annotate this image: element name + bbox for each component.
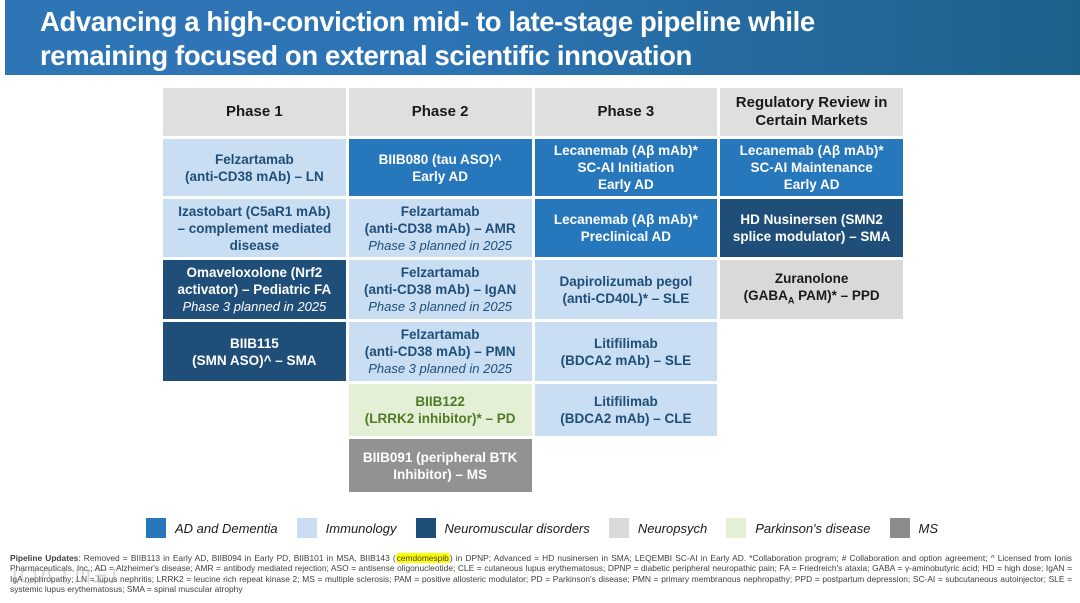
program-text-line: BIIB080 (tau ASO)^ [378, 151, 502, 167]
slide-title-line-2: remaining focused on external scientific… [40, 40, 692, 71]
program-text-line: Felzartamab [400, 327, 480, 342]
pipeline-program-cell: BIIB080 (tau ASO)^ Early AD [348, 139, 532, 196]
legend-color-swatch [296, 518, 317, 538]
program-text-line: Zuranolone [774, 270, 849, 286]
pipeline-program-cell: Felzartamab (anti-CD38 mAb) – PMN Phase 3 … [348, 322, 532, 381]
legend-color-swatch [889, 518, 910, 538]
footnote-text: ) in DPNP; Advanced = HD nusinersen in S… [10, 553, 1072, 594]
footnote-text: Pipeline Updates [10, 553, 79, 563]
program-text-line: Felzartamab [400, 203, 480, 219]
legend-item: Neuromuscular disorders [415, 518, 590, 538]
pipeline-program-cell: Litifilimab (BDCA2 mAb) – SLE [534, 322, 718, 381]
pipeline-program-cell: HD Nusinersen (SMN2 splice modulator) – S… [720, 199, 903, 257]
program-text-line: Early AD [783, 177, 840, 192]
program-text-line: Izastobart (C5aR1 mAb) [178, 203, 331, 219]
legend-label: Neuromuscular disorders [444, 520, 590, 536]
pipeline-program-cell: Lecanemab (Aβ mAb)* Preclinical AD [534, 199, 718, 257]
pipeline-program-cell: Dapirolizumab pegol (anti-CD40L)* – SLE [534, 260, 718, 319]
pipeline-program-cell: Omaveloxolone (Nrf2 activator) – Pediatri… [163, 260, 346, 319]
highlighted-term: cemdomespib [395, 553, 450, 563]
pipeline-table: Phase 1 Phase 2 Phase 3 Regulatory Review i… [163, 88, 903, 492]
empty-cell [720, 384, 903, 436]
program-text-line: (GABAA PAM)* – PPD [743, 287, 880, 306]
empty-cell [163, 384, 346, 436]
phase-column-header: Phase 2 [348, 88, 532, 136]
program-text-line: BIIB122 [415, 394, 465, 409]
program-text-line: BIIB091 (peripheral BTK [362, 449, 518, 465]
program-text-line: – complement mediated [177, 220, 332, 236]
program-text-line: Lecanemab (Aβ mAb)* [553, 143, 698, 158]
pipeline-program-cell: Felzartamab (anti-CD38 mAb) – AMR Phase 3 … [348, 199, 532, 257]
pipeline-program-cell: Felzartamab (anti-CD38 mAb) – LN [163, 139, 346, 196]
empty-cell [163, 439, 346, 492]
phase-column-header: Regulatory Review in Certain Markets [720, 88, 903, 136]
program-text-line: Lecanemab (Aβ mAb)* [553, 212, 698, 227]
program-text-line: Felzartamab [400, 265, 480, 280]
program-text-line: (anti-CD38 mAb) – AMR [364, 220, 516, 236]
legend-color-swatch [608, 518, 629, 538]
legend-item: AD and Dementia [146, 518, 278, 538]
slide-title-bar: Advancing a high-conviction mid- to late… [5, 0, 1080, 75]
program-text-line: activator) – Pediatric FA [177, 282, 332, 297]
pipeline-legend: AD and Dementia Immunology Neuromuscular d… [146, 516, 938, 540]
legend-item: Immunology [296, 518, 397, 538]
pipeline-program-cell: BIIB115 (SMN ASO)^ – SMA [163, 322, 346, 381]
legend-label: MS [918, 520, 939, 536]
program-text-line: Early AD [597, 177, 654, 192]
program-text-line: Early AD [412, 168, 469, 184]
legend-color-swatch [146, 518, 166, 538]
program-text-line: (SMN ASO)^ – SMA [192, 352, 317, 368]
program-text-line: (anti-CD38 mAb) – IgAN [363, 282, 517, 297]
legend-label: AD and Dementia [175, 520, 278, 536]
program-text-line: (anti-CD38 mAb) – LN [184, 168, 324, 184]
program-text-line: Omaveloxolone (Nrf2 [186, 265, 323, 280]
legend-item: MS [889, 518, 939, 538]
program-text-line: Litifilimab [594, 394, 658, 409]
legend-item: Neuropsych [608, 518, 708, 538]
legend-color-swatch [415, 518, 436, 538]
empty-cell [720, 322, 903, 381]
legend-item: Parkinson's disease [726, 518, 870, 538]
program-text-line: (BDCA2 mAb) – CLE [560, 411, 692, 426]
legend-label: Parkinson's disease [755, 520, 871, 536]
legend-label: Immunology [325, 520, 397, 536]
phase-plan-note: Phase 3 planned in 2025 [368, 237, 513, 253]
pipeline-program-cell: Izastobart (C5aR1 mAb) – complement media… [163, 199, 346, 257]
program-text-line: SC-AI Initiation [577, 160, 675, 175]
program-text-line: Felzartamab [214, 151, 294, 167]
slide-title-line-1: Advancing a high-conviction mid- to late… [40, 6, 815, 37]
phase-column-header: Phase 3 [534, 88, 718, 136]
pipeline-program-cell: Lecanemab (Aβ mAb)* SC-AI Initiation Early… [534, 139, 718, 196]
pipeline-program-cell: BIIB122 (LRRK2 inhibitor)* – PD [348, 384, 532, 436]
footnotes: Pipeline Updates: Removed = BIIB113 in E… [10, 553, 1072, 594]
program-text-line: SC-AI Maintenance [750, 160, 873, 175]
phase-plan-note: Phase 3 planned in 2025 [368, 299, 513, 314]
legend-color-swatch [726, 518, 747, 538]
program-text-line: Preclinical AD [580, 229, 672, 244]
program-text-line: (anti-CD38 mAb) – PMN [364, 344, 516, 359]
pipeline-program-cell: Felzartamab (anti-CD38 mAb) – IgAN Phase 3… [348, 260, 532, 319]
empty-cell [535, 439, 718, 492]
program-text-line: (LRRK2 inhibitor)* – PD [364, 411, 516, 426]
empty-cell [720, 439, 903, 492]
program-text-line: Inhibitor) – MS [393, 466, 487, 482]
program-text-line: HD Nusinersen (SMN2 [740, 212, 883, 227]
program-text-line: Dapirolizumab pegol [559, 273, 693, 289]
pipeline-program-cell: Litifilimab (BDCA2 mAb) – CLE [534, 384, 718, 436]
pipeline-program-cell: Zuranolone (GABAA PAM)* – PPD [720, 260, 903, 319]
legend-label: Neuropsych [637, 520, 708, 536]
program-text-line: splice modulator) – SMA [732, 229, 891, 244]
phase-plan-note: Phase 3 planned in 2025 [368, 361, 513, 376]
pipeline-program-cell: BIIB091 (peripheral BTK Inhibitor) – MS [348, 439, 532, 492]
program-text-line: Lecanemab (Aβ mAb)* [739, 143, 884, 158]
phase-column-header: Phase 1 [163, 88, 346, 136]
program-text-line: BIIB115 [229, 335, 279, 351]
program-text-line: (BDCA2 mAb) – SLE [560, 352, 692, 368]
program-text-line: Litifilimab [594, 335, 658, 351]
footnote-text: : Removed = BIIB113 in Early AD, BIIB094… [78, 553, 396, 563]
program-text-line: (anti-CD40L)* – SLE [562, 290, 690, 306]
program-text-line: disease [229, 237, 280, 253]
phase-plan-note: Phase 3 planned in 2025 [182, 299, 327, 314]
pipeline-program-cell: Lecanemab (Aβ mAb)* SC-AI Maintenance Earl… [720, 139, 903, 196]
